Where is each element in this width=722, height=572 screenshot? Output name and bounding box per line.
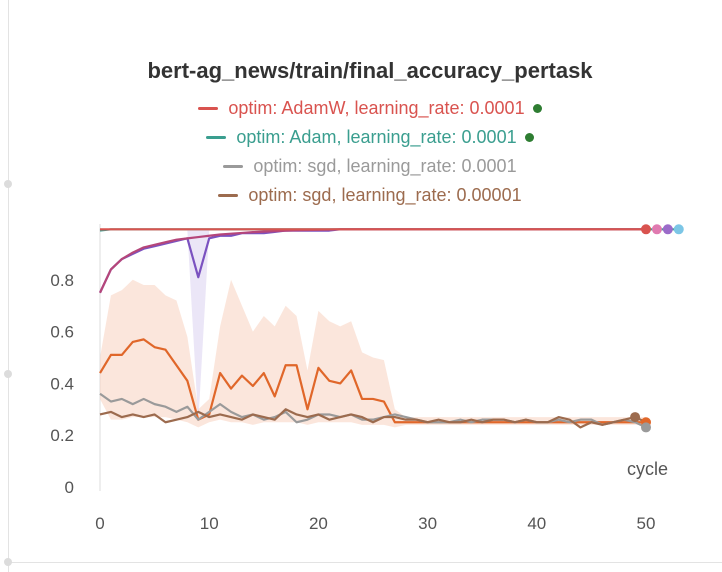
y-tick-label: 0.8 [50,271,74,290]
resize-handle-icon[interactable] [4,370,12,378]
resize-handle-icon[interactable] [4,180,12,188]
legend-label: optim: AdamW, learning_rate: 0.0001 [228,98,525,118]
y-tick-label: 0 [65,478,74,497]
x-tick-label: 20 [309,514,328,533]
series-endpoint-marker[interactable] [641,422,651,433]
legend-entry-adamw[interactable]: optim: AdamW, learning_rate: 0.0001 [0,94,722,123]
x-tick-label: 0 [95,514,104,533]
series-endpoint-marker[interactable] [630,412,641,423]
series-endpoint-marker[interactable] [662,224,673,235]
legend-label: optim: Adam, learning_rate: 0.0001 [236,127,517,147]
series-endpoint-marker[interactable] [651,224,662,235]
chart-legend: optim: AdamW, learning_rate: 0.0001 opti… [0,94,722,210]
legend-label: optim: sgd, learning_rate: 0.00001 [248,185,522,205]
panel-border-bottom [8,562,722,563]
resize-handle-icon[interactable] [4,558,12,566]
legend-label: optim: sgd, learning_rate: 0.0001 [253,156,517,176]
panel-border-left [8,0,9,572]
chart-title: bert-ag_news/train/final_accuracy_pertas… [147,58,593,83]
legend-swatch [198,107,219,110]
y-tick-label: 0.2 [50,426,74,445]
legend-status-dot [524,133,534,142]
legend-entry-sgd-1e-4[interactable]: optim: sgd, learning_rate: 0.0001 [0,152,722,181]
x-axis-label: cycle [627,459,668,479]
series-0-line[interactable] [99,338,646,424]
legend-swatch [218,194,239,197]
series-2-line[interactable] [99,408,647,429]
x-tick-label: 50 [637,514,656,533]
legend-entry-adam[interactable]: optim: Adam, learning_rate: 0.0001 [0,123,722,152]
x-tick-label: 40 [527,514,546,533]
series-1-line[interactable] [99,392,647,429]
series-0-band [100,279,646,428]
legend-entry-sgd-1e-5[interactable]: optim: sgd, learning_rate: 0.00001 [0,181,722,210]
series-3-band [187,230,210,423]
legend-swatch [206,136,227,139]
y-tick-label: 0.6 [50,323,74,342]
series-endpoint-marker[interactable] [641,224,651,235]
x-tick-label: 10 [200,514,219,533]
x-tick-label: 30 [418,514,437,533]
y-tick-label: 0.4 [50,374,74,393]
series-endpoint-marker[interactable] [673,224,684,235]
series-5-line[interactable] [99,228,646,294]
legend-swatch [223,165,244,168]
legend-status-dot [532,104,542,113]
